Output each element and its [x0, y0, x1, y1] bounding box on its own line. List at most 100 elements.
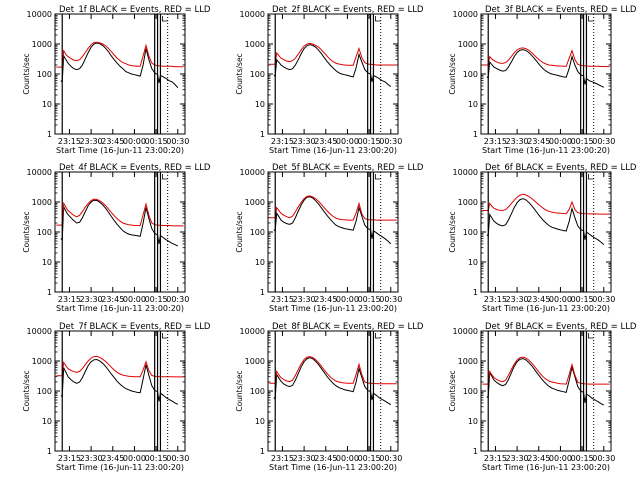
x-axis-label: Start Time (16-Jun-11 23:00:20) [269, 463, 397, 472]
y-tick-label: 10 [468, 258, 478, 267]
x-tick-label: 00:30 [166, 295, 189, 304]
x-tick-label: 23:45 [527, 295, 550, 304]
x-tick-label: 23:15 [58, 295, 81, 304]
series-events-line [486, 198, 605, 245]
series-events-line [273, 44, 392, 87]
x-tick-label: 00:30 [379, 295, 402, 304]
y-tick-label: 10000 [240, 327, 265, 336]
series-lld-line [56, 41, 184, 68]
y-tick-label: 1000 [458, 357, 478, 366]
x-tick-label: 23:45 [527, 454, 550, 463]
x-tick-label: 00:30 [166, 454, 189, 463]
y-axis-label: Counts/sec [235, 211, 244, 252]
x-tick-label: 00:15 [571, 454, 594, 463]
x-tick-label: 23:15 [271, 454, 294, 463]
x-tick-label: 23:15 [271, 295, 294, 304]
x-axis-label: Start Time (16-Jun-11 23:00:20) [56, 463, 184, 472]
y-tick-label: 1 [260, 288, 265, 297]
y-tick-label: 10000 [453, 327, 478, 336]
chart-title: Det_7f BLACK = Events, RED = LLD [59, 322, 211, 332]
y-tick-label: 10000 [27, 10, 52, 19]
x-tick-label: 00:00 [123, 295, 146, 304]
y-tick-label: 1 [260, 130, 265, 139]
y-tick-label: 10 [42, 258, 52, 267]
series-lld-line [269, 356, 397, 385]
chart-panel-8: Det_8f BLACK = Events, RED = LLD 1 10 100 10… [235, 322, 424, 472]
series-events-line [486, 49, 605, 88]
chart-title: Det_8f BLACK = Events, RED = LLD [272, 322, 424, 332]
y-tick-label: 100 [463, 70, 478, 79]
series-lld-line [269, 195, 397, 221]
y-tick-label: 1 [260, 447, 265, 456]
series-events-line [486, 358, 605, 406]
chart-panel-9: Det_9f BLACK = Events, RED = LLD 1 10 100 10… [448, 322, 637, 472]
y-tick-label: 1 [47, 288, 52, 297]
y-tick-label: 10000 [27, 168, 52, 177]
x-tick-label: 23:15 [484, 454, 507, 463]
y-tick-label: 1 [473, 288, 478, 297]
x-tick-label: 00:00 [336, 295, 359, 304]
y-tick-label: 10 [468, 417, 478, 426]
x-tick-label: 23:45 [527, 137, 550, 146]
marker-bracket [375, 174, 381, 180]
x-tick-label: 00:15 [358, 137, 381, 146]
chart-panel-5: Det_5f BLACK = Events, RED = LLD 1 10 100 10… [235, 163, 424, 313]
x-tick-label: 23:45 [101, 454, 124, 463]
marker-bracket [162, 174, 168, 180]
x-tick-label: 00:00 [123, 454, 146, 463]
y-tick-label: 10 [42, 100, 52, 109]
y-tick-label: 100 [250, 70, 265, 79]
series-lld-line [56, 355, 184, 378]
y-tick-label: 100 [250, 387, 265, 396]
chart-panel-1: Det_1f BLACK = Events, RED = LLD 1 10 100 10… [22, 5, 211, 155]
marker-bracket [375, 333, 381, 339]
x-axis-label: Start Time (16-Jun-11 23:00:20) [269, 146, 397, 155]
x-tick-label: 23:15 [484, 295, 507, 304]
chart-panel-4: Det_4f BLACK = Events, RED = LLD 1 10 100 10… [22, 163, 211, 313]
x-tick-label: 00:30 [166, 137, 189, 146]
x-tick-label: 23:45 [101, 295, 124, 304]
x-tick-label: 23:30 [80, 295, 103, 304]
x-tick-label: 00:30 [379, 454, 402, 463]
y-tick-label: 10000 [240, 168, 265, 177]
series-events-line [60, 42, 179, 89]
chart-panel-6: Det_6f BLACK = Events, RED = LLD 1 10 100 10… [448, 163, 637, 313]
x-axis-label: Start Time (16-Jun-11 23:00:20) [482, 304, 610, 313]
x-tick-label: 00:00 [549, 137, 572, 146]
x-tick-label: 00:30 [592, 295, 615, 304]
y-tick-label: 100 [463, 387, 478, 396]
marker-bracket [375, 16, 381, 22]
x-tick-label: 23:15 [271, 137, 294, 146]
x-tick-label: 23:30 [293, 295, 316, 304]
series-lld-line [482, 193, 610, 215]
y-tick-label: 1000 [245, 198, 265, 207]
y-tick-label: 1 [47, 447, 52, 456]
series-lld-line [482, 356, 610, 385]
marker-bracket [162, 16, 168, 22]
chart-title: Det_4f BLACK = Events, RED = LLD [59, 163, 211, 173]
y-axis-label: Counts/sec [22, 370, 31, 411]
y-tick-label: 10000 [27, 327, 52, 336]
y-axis-label: Counts/sec [22, 211, 31, 252]
y-tick-label: 10 [42, 417, 52, 426]
y-tick-label: 100 [463, 228, 478, 237]
x-tick-label: 23:30 [80, 454, 103, 463]
y-tick-label: 10000 [453, 10, 478, 19]
y-axis-label: Counts/sec [235, 53, 244, 94]
x-tick-label: 00:30 [592, 137, 615, 146]
x-tick-label: 23:30 [80, 137, 103, 146]
y-tick-label: 10 [255, 417, 265, 426]
y-tick-label: 1000 [32, 40, 52, 49]
y-tick-label: 100 [250, 228, 265, 237]
chart-title: Det_2f BLACK = Events, RED = LLD [272, 5, 424, 15]
series-lld-line [269, 42, 397, 66]
y-axis-label: Counts/sec [22, 53, 31, 94]
x-tick-label: 00:00 [336, 454, 359, 463]
x-axis-label: Start Time (16-Jun-11 23:00:20) [56, 304, 184, 313]
y-axis-label: Counts/sec [235, 370, 244, 411]
y-tick-label: 100 [37, 228, 52, 237]
y-tick-label: 1000 [32, 357, 52, 366]
x-tick-label: 23:30 [506, 454, 529, 463]
chart-panel-2: Det_2f BLACK = Events, RED = LLD 1 10 100 10… [235, 5, 424, 155]
